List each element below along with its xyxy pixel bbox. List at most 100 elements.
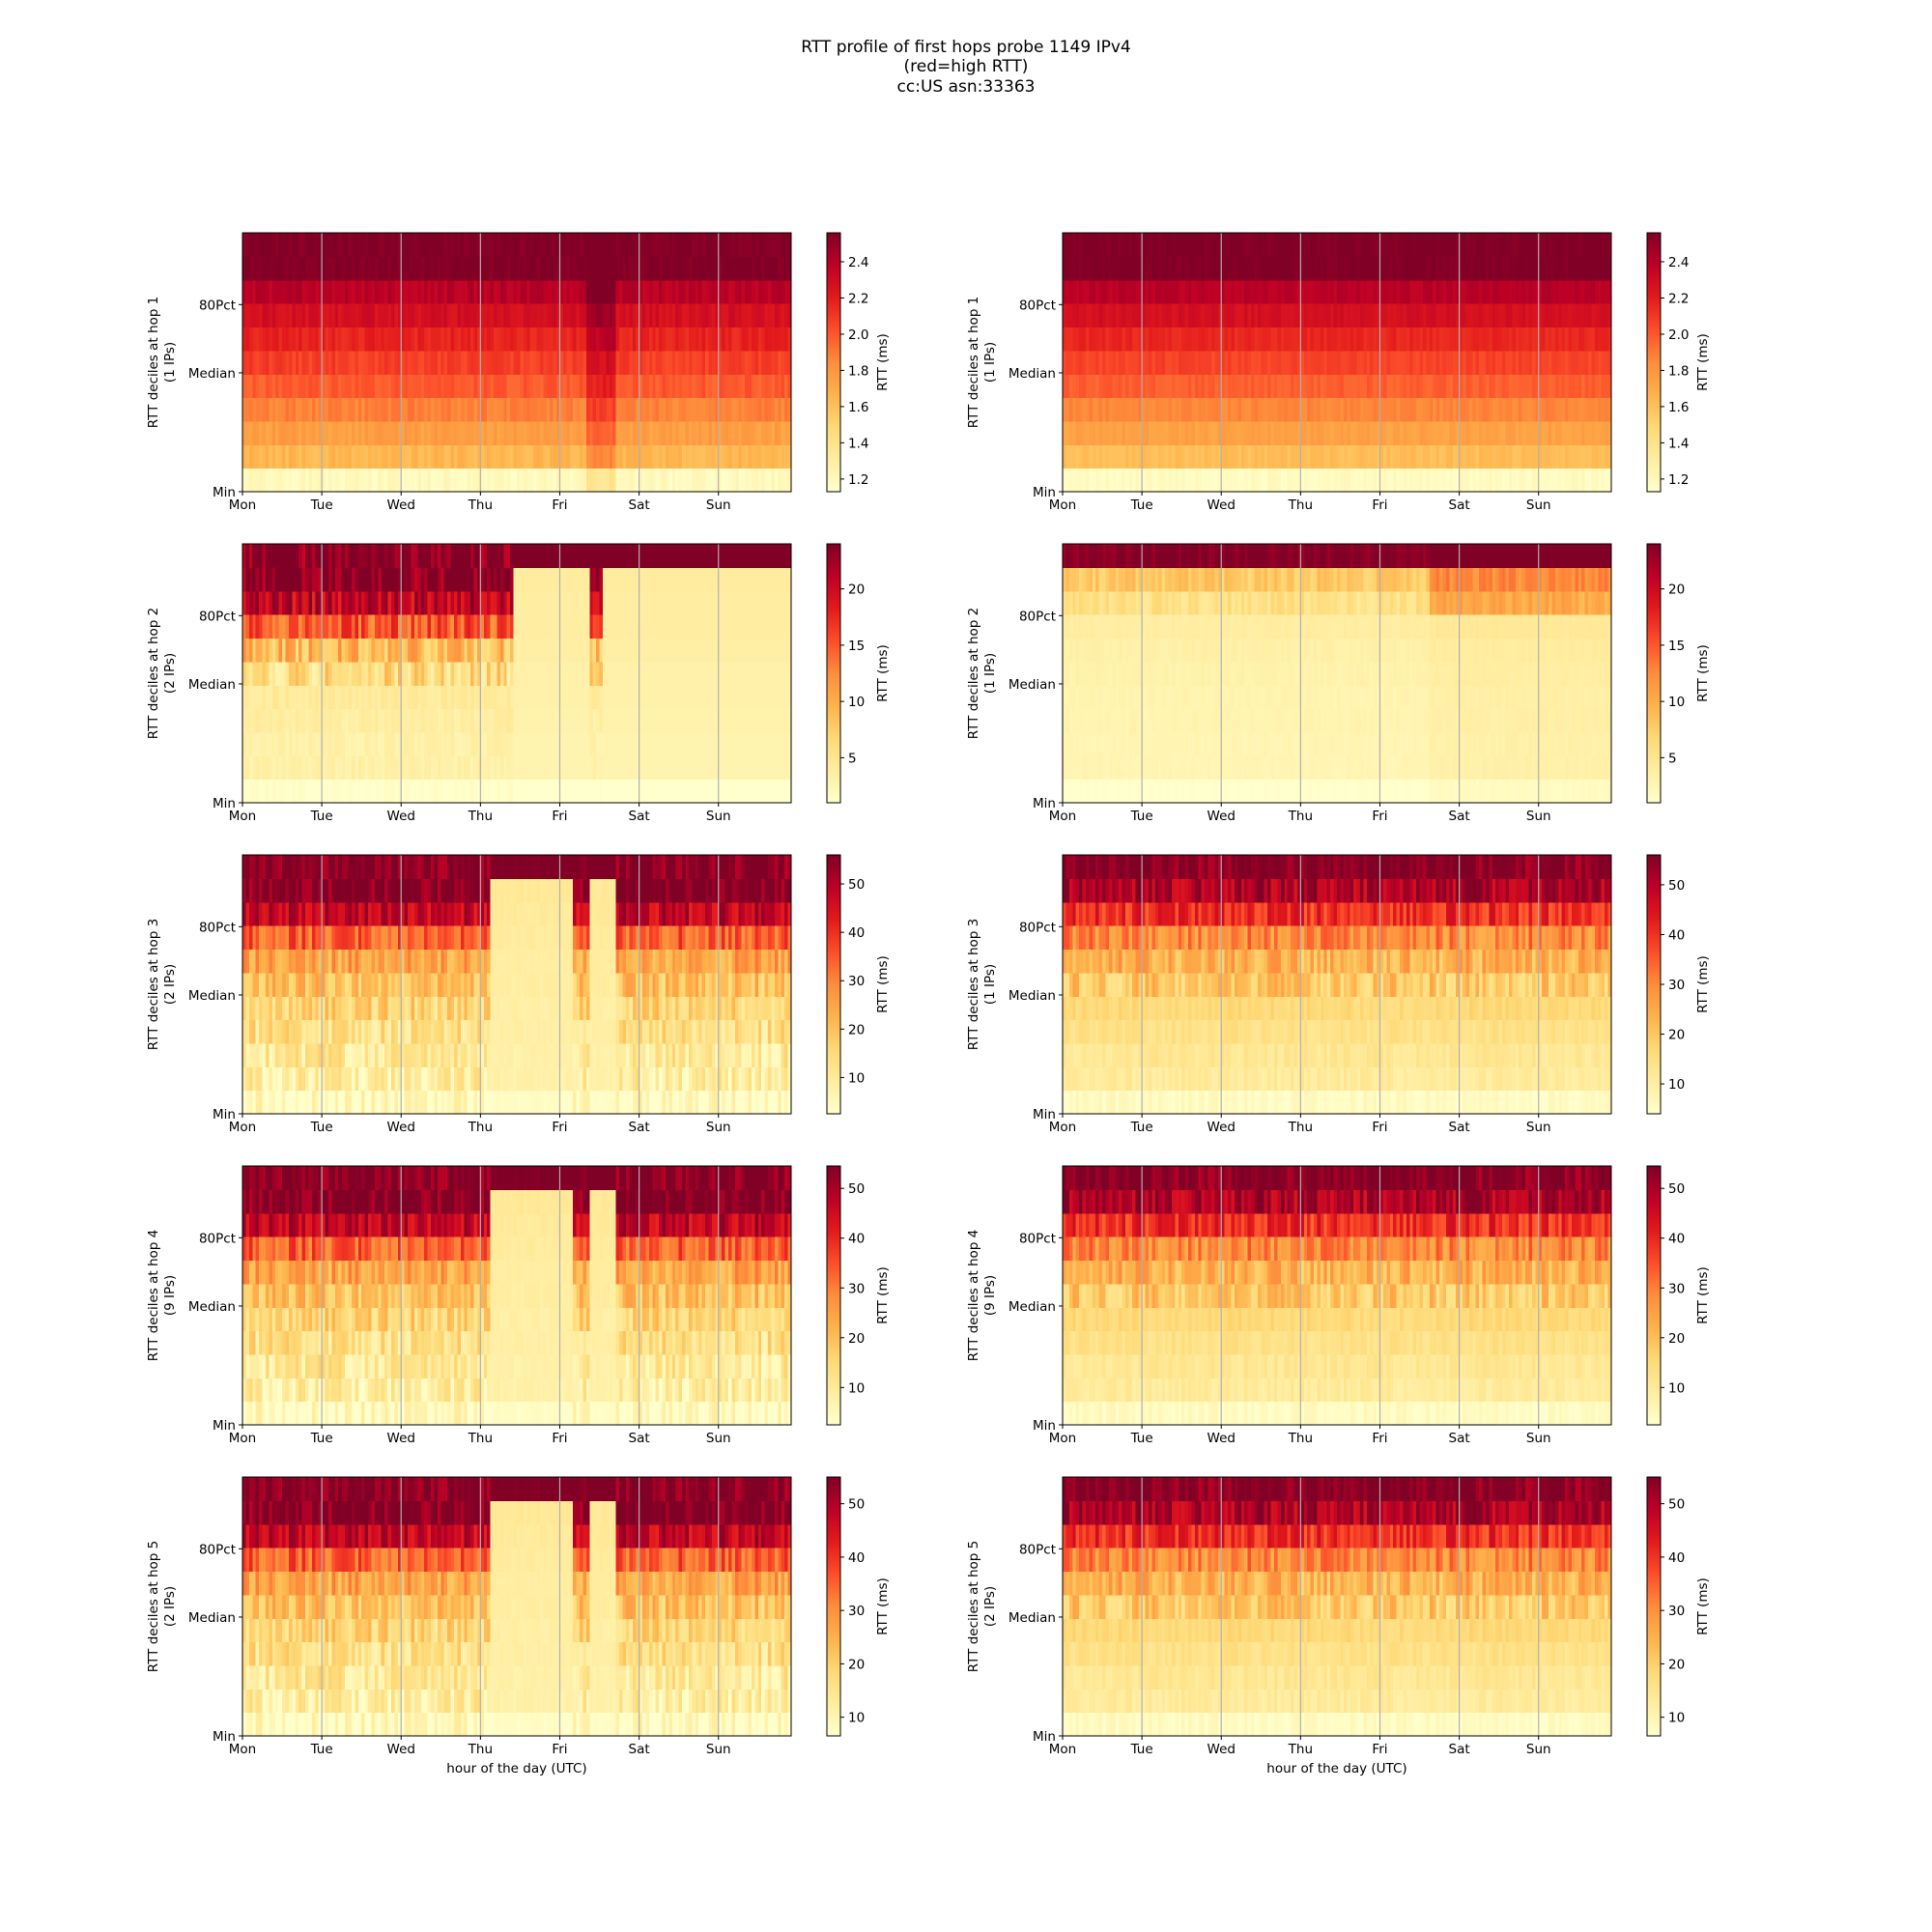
- heatmap-cell: [1277, 303, 1282, 328]
- heatmap-cell: [351, 755, 355, 781]
- heatmap-cell: [1303, 256, 1308, 281]
- heatmap-cell: [440, 567, 445, 592]
- heatmap-cell: [278, 279, 283, 304]
- heatmap-cell: [1577, 397, 1582, 422]
- heatmap-cell: [460, 567, 465, 592]
- heatmap-cell: [1531, 350, 1536, 375]
- heatmap-cell: [636, 350, 640, 375]
- heatmap-cell: [503, 303, 508, 328]
- heatmap-cell: [1175, 279, 1179, 304]
- heatmap-cell: [355, 567, 359, 592]
- heatmap-cell: [374, 256, 379, 281]
- heatmap-cell: [1072, 327, 1077, 352]
- heatmap-cell: [1161, 397, 1166, 422]
- heatmap-cell: [599, 661, 604, 686]
- heatmap-cell: [1502, 468, 1507, 493]
- heatmap-cell: [1502, 279, 1507, 304]
- heatmap-cell: [615, 327, 620, 352]
- heatmap-cell: [473, 233, 478, 257]
- heatmap-cell: [1433, 420, 1437, 445]
- heatmap-cell: [487, 567, 492, 592]
- heatmap-cell: [1267, 420, 1272, 445]
- heatmap-cell: [1261, 327, 1265, 352]
- heatmap-cell: [741, 327, 746, 352]
- heatmap-cell: [1382, 374, 1387, 399]
- heatmap-cell: [318, 567, 323, 592]
- heatmap-cell: [711, 233, 716, 257]
- heatmap-cell: [470, 708, 475, 733]
- heatmap-cell: [1234, 374, 1238, 399]
- heatmap-cell: [1326, 303, 1331, 328]
- heatmap-cell: [553, 303, 557, 328]
- heatmap-cell: [529, 708, 534, 733]
- heatmap-cell: [1270, 374, 1275, 399]
- heatmap-cell: [1412, 279, 1417, 304]
- heatmap-cell: [413, 256, 418, 281]
- heatmap-cell: [1370, 327, 1375, 352]
- heatmap-cell: [1382, 350, 1387, 375]
- heatmap-cell: [1261, 256, 1265, 281]
- heatmap-cell: [533, 327, 538, 352]
- heatmap-cell: [394, 420, 399, 445]
- heatmap-cell: [322, 374, 327, 399]
- heatmap-cell: [1145, 397, 1150, 422]
- heatmap-cell: [701, 256, 706, 281]
- heatmap-cell: [1607, 256, 1612, 281]
- heatmap-cell: [450, 350, 455, 375]
- heatmap-cell: [490, 731, 495, 756]
- heatmap-cell: [275, 256, 280, 281]
- heatmap-cell: [411, 731, 415, 756]
- heatmap-cell: [361, 444, 366, 469]
- heatmap-cell: [1280, 350, 1285, 375]
- heatmap-cell: [559, 731, 564, 756]
- heatmap-cell: [348, 444, 353, 469]
- heatmap-cell: [671, 303, 676, 328]
- heatmap-cell: [371, 708, 376, 733]
- heatmap-cell: [1198, 327, 1203, 352]
- heatmap-cell: [285, 327, 290, 352]
- heatmap-cell: [1359, 233, 1364, 257]
- heatmap-cell: [470, 544, 475, 568]
- heatmap-cell: [1089, 444, 1094, 469]
- heatmap-cell: [1429, 420, 1434, 445]
- heatmap-cell: [480, 685, 485, 710]
- heatmap-cell: [408, 590, 412, 615]
- heatmap-cell: [1356, 420, 1361, 445]
- heatmap-cell: [453, 327, 459, 352]
- heatmap-cell: [381, 374, 385, 399]
- heatmap-cell: [573, 755, 578, 781]
- heatmap-cell: [470, 468, 475, 493]
- heatmap-cell: [1465, 444, 1470, 469]
- heatmap-cell: [585, 374, 590, 399]
- heatmap-cell: [494, 420, 498, 445]
- heatmap-cell: [1505, 468, 1510, 493]
- heatmap-cell: [1145, 233, 1150, 257]
- heatmap-cell: [536, 303, 541, 328]
- heatmap-cell: [1508, 327, 1513, 352]
- heatmap-cell: [355, 755, 359, 781]
- heatmap-cell: [1581, 327, 1586, 352]
- heatmap-cell: [609, 567, 613, 592]
- heatmap-cell: [520, 544, 525, 568]
- heatmap-cell: [682, 468, 687, 493]
- heatmap-cell: [1102, 279, 1107, 304]
- heatmap-cell: [615, 374, 620, 399]
- heatmap-cell: [394, 233, 399, 257]
- heatmap-cell: [1472, 327, 1477, 352]
- heatmap-cell: [408, 779, 412, 804]
- heatmap-cell: [1125, 279, 1130, 304]
- heatmap-cell: [1251, 444, 1256, 469]
- heatmap-cell: [1598, 350, 1603, 375]
- heatmap-cell: [1158, 279, 1163, 304]
- heatmap-cell: [513, 567, 518, 592]
- heatmap-cell: [1353, 327, 1358, 352]
- heatmap-cell: [724, 420, 729, 445]
- heatmap-cell: [510, 374, 515, 399]
- heatmap-cell: [325, 327, 329, 352]
- heatmap-cell: [1092, 444, 1096, 469]
- heatmap-cell: [334, 374, 339, 399]
- heatmap-cell: [331, 327, 336, 352]
- heatmap-cell: [1568, 303, 1573, 328]
- heatmap-cell: [582, 567, 587, 592]
- heatmap-cell: [364, 567, 369, 592]
